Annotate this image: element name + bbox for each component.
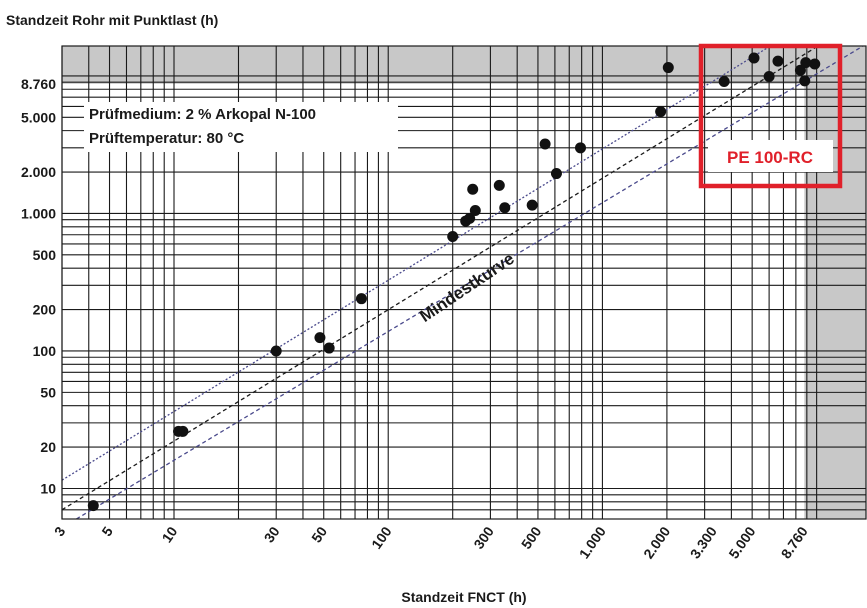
shaded-band-0	[62, 46, 866, 84]
data-point	[574, 142, 586, 154]
x-tick-label: 8.760	[778, 523, 811, 561]
data-point	[323, 342, 335, 354]
y-tick-label: 100	[33, 343, 57, 359]
data-point	[87, 500, 99, 512]
data-point	[314, 332, 326, 344]
x-tick-label: 300	[470, 523, 497, 551]
x-tick-label: 5.000	[725, 523, 758, 561]
x-tick-label: 30	[261, 523, 283, 545]
chart-title: Standzeit Rohr mit Punktlast (h)	[6, 12, 218, 28]
y-tick-label: 1.000	[21, 205, 56, 221]
data-point	[499, 202, 511, 214]
y-tick-labels: 10 20 50 100 200 500 1.000 2.000 5.000 8.760	[21, 76, 56, 497]
data-point	[447, 230, 459, 242]
data-points	[87, 52, 821, 512]
y-tick-label: 2.000	[21, 164, 56, 180]
y-tick-label: 10	[40, 480, 56, 496]
y-tick-label: 8.760	[21, 76, 56, 92]
data-point	[177, 425, 189, 437]
data-point	[794, 64, 806, 76]
x-tick-label: 1.000	[576, 523, 609, 561]
x-tick-label: 50	[308, 523, 330, 545]
x-tick-label: 5	[98, 523, 116, 539]
data-point	[550, 168, 562, 180]
pe100rc-highlight-box	[698, 43, 843, 189]
min-curve-label: Mindestkurve	[416, 249, 517, 326]
data-point	[662, 62, 674, 74]
x-tick-label: 100	[368, 523, 395, 551]
pe100rc-label-bg	[708, 140, 833, 172]
data-point	[772, 55, 784, 67]
data-point	[809, 58, 821, 70]
y-tick-label: 500	[33, 247, 57, 263]
x-axis-label: Standzeit FNCT (h)	[401, 589, 526, 605]
y-tick-label: 5.000	[21, 109, 56, 125]
x-tick-label: 2.000	[640, 523, 673, 561]
x-tick-label: 10	[158, 523, 180, 545]
data-point	[355, 293, 367, 305]
guide-line-2	[61, 45, 771, 481]
data-point	[799, 75, 811, 87]
data-point	[526, 199, 538, 211]
test-temperature-label: Prüftemperatur: 80 °C	[89, 130, 244, 147]
data-point	[469, 205, 481, 217]
guide-line-0	[76, 45, 864, 520]
data-point	[800, 57, 812, 69]
test-medium-label: Prüfmedium: 2 % Arkopal N-100	[89, 106, 316, 123]
shaded-regions	[62, 46, 866, 519]
x-tick-label: 3.300	[687, 523, 720, 561]
data-point	[493, 179, 505, 191]
x-tick-label: 500	[518, 523, 545, 551]
y-tick-label: 20	[40, 439, 56, 455]
data-point	[539, 138, 551, 150]
plot-frame	[61, 45, 867, 520]
test-info-box	[84, 102, 398, 152]
y-tick-label: 50	[40, 384, 56, 400]
data-point	[763, 71, 775, 83]
x-tick-label: 3	[51, 523, 69, 539]
y-tick-label: 200	[33, 302, 57, 318]
pe100rc-label: PE 100-RC	[727, 148, 813, 167]
data-point	[748, 52, 760, 64]
shaded-band-1	[804, 46, 866, 519]
x-tick-labels: 3 5 10 30 50 100 300 500 1.000 2.000 3.300 5.000 8.7…	[51, 523, 811, 561]
data-point	[467, 183, 479, 195]
data-point	[718, 76, 730, 88]
data-point	[270, 345, 282, 357]
data-point	[655, 106, 667, 118]
data-point	[464, 212, 476, 224]
